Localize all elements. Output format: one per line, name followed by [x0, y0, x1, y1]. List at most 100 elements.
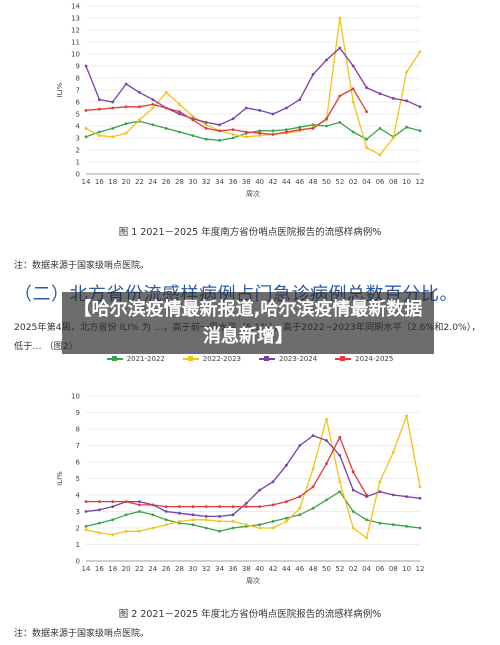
x-tick-label: 48 — [309, 178, 318, 186]
data-point-2024-2025 — [191, 118, 195, 122]
x-tick-label: 08 — [389, 178, 398, 186]
data-point-2021-2022 — [351, 510, 355, 513]
y-tick-label: 3 — [76, 508, 80, 516]
data-point-2024-2025 — [271, 133, 275, 136]
data-point-2024-2025 — [258, 131, 262, 135]
data-point-2022-2023 — [178, 520, 181, 523]
data-point-2021-2022 — [204, 526, 208, 530]
data-point-2021-2022 — [298, 513, 302, 517]
y-tick-label: 6 — [76, 459, 81, 467]
series-line-2024-2025 — [86, 436, 368, 508]
data-point-2022-2023 — [271, 526, 275, 530]
series-line-2022-2023 — [85, 415, 421, 539]
data-point-2024-2025 — [258, 505, 262, 508]
data-point-2023-2024 — [204, 121, 208, 124]
data-point-2024-2025 — [218, 505, 222, 508]
data-point-2022-2023 — [405, 414, 408, 418]
title-overlay-banner[interactable]: 【哈尔滨疫情最新报道,哈尔滨疫情最新数据消息新增】 — [62, 292, 434, 354]
data-point-2023-2024 — [325, 58, 328, 62]
x-tick-label: 10 — [402, 565, 411, 573]
x-tick-label: 06 — [375, 178, 384, 186]
data-point-2022-2023 — [111, 533, 115, 536]
x-tick-label: 34 — [215, 565, 224, 573]
data-point-2024-2025 — [98, 107, 101, 111]
data-point-2023-2024 — [391, 97, 395, 100]
data-point-2021-2022 — [391, 523, 395, 527]
x-tick-label: 20 — [122, 565, 131, 573]
data-point-2021-2022 — [418, 129, 422, 133]
data-point-2024-2025 — [138, 105, 141, 109]
data-point-2023-2024 — [378, 490, 382, 494]
x-tick-label: 02 — [349, 178, 358, 186]
data-point-2021-2022 — [285, 128, 288, 132]
chart2-legend: 2021-2022 2022-2023 2023-2024 2024-2025 — [0, 355, 500, 363]
x-tick-label: 04 — [362, 178, 371, 186]
data-point-2024-2025 — [138, 503, 141, 507]
data-point-2022-2023 — [138, 529, 141, 533]
data-point-2021-2022 — [138, 510, 141, 513]
y-tick-label: 11 — [71, 39, 80, 47]
data-point-2024-2025 — [164, 106, 168, 110]
x-tick-label: 40 — [255, 565, 264, 573]
data-point-2023-2024 — [164, 510, 168, 513]
data-point-2023-2024 — [244, 106, 248, 110]
x-tick-label: 08 — [389, 565, 398, 573]
data-point-2024-2025 — [151, 503, 155, 507]
data-point-2021-2022 — [124, 513, 128, 517]
data-point-2023-2024 — [338, 46, 342, 50]
data-point-2021-2022 — [418, 526, 422, 530]
data-point-2023-2024 — [311, 434, 315, 437]
data-point-2021-2022 — [298, 125, 302, 129]
data-point-2023-2024 — [298, 98, 302, 101]
y-tick-label: 0 — [76, 171, 80, 179]
data-point-2021-2022 — [151, 513, 155, 517]
data-point-2023-2024 — [231, 513, 235, 517]
data-point-2022-2023 — [298, 506, 302, 510]
y-tick-label: 9 — [76, 409, 80, 417]
y-tick-label: 4 — [76, 492, 81, 500]
y-tick-label: 3 — [76, 135, 80, 143]
data-point-2024-2025 — [111, 106, 115, 110]
data-point-2021-2022 — [311, 123, 315, 127]
data-point-2024-2025 — [285, 500, 288, 503]
data-point-2022-2023 — [151, 106, 155, 110]
x-tick-label: 22 — [135, 565, 144, 573]
y-tick-label: 7 — [76, 87, 80, 95]
x-tick-label: 24 — [148, 178, 157, 186]
y-tick-label: 5 — [76, 111, 80, 119]
x-tick-label: 44 — [282, 178, 291, 186]
data-point-2024-2025 — [124, 500, 128, 503]
data-point-2022-2023 — [311, 467, 315, 470]
overlay-title: 【哈尔滨疫情最新报道,哈尔滨疫情最新数据消息新增】 — [73, 299, 423, 347]
data-point-2021-2022 — [218, 139, 222, 142]
data-point-2023-2024 — [151, 98, 155, 101]
data-point-2022-2023 — [418, 50, 422, 53]
data-point-2023-2024 — [271, 480, 275, 484]
data-point-2022-2023 — [244, 523, 248, 527]
data-point-2021-2022 — [231, 136, 235, 140]
data-point-2024-2025 — [111, 500, 115, 503]
data-point-2022-2023 — [258, 134, 262, 138]
y-tick-label: 8 — [76, 426, 80, 434]
data-point-2024-2025 — [98, 500, 101, 503]
data-point-2022-2023 — [151, 526, 155, 530]
data-point-2024-2025 — [351, 87, 355, 91]
data-point-2022-2023 — [405, 70, 408, 74]
data-point-2023-2024 — [218, 123, 222, 127]
x-tick-label: 32 — [202, 178, 211, 186]
data-point-2022-2023 — [231, 133, 235, 136]
data-point-2022-2023 — [191, 518, 195, 522]
data-point-2024-2025 — [325, 462, 328, 465]
data-point-2023-2024 — [98, 508, 101, 512]
x-tick-label: 28 — [175, 565, 184, 573]
data-point-2023-2024 — [258, 488, 262, 492]
data-point-2023-2024 — [378, 92, 382, 95]
data-point-2024-2025 — [204, 126, 208, 130]
x-tick-label: 44 — [282, 565, 291, 573]
y-tick-label: 1 — [76, 159, 80, 167]
legend-swatch-2022 — [182, 356, 199, 361]
y-tick-label: 14 — [71, 3, 80, 11]
data-point-2023-2024 — [84, 64, 88, 68]
data-point-2023-2024 — [418, 105, 422, 109]
data-point-2021-2022 — [204, 137, 208, 141]
